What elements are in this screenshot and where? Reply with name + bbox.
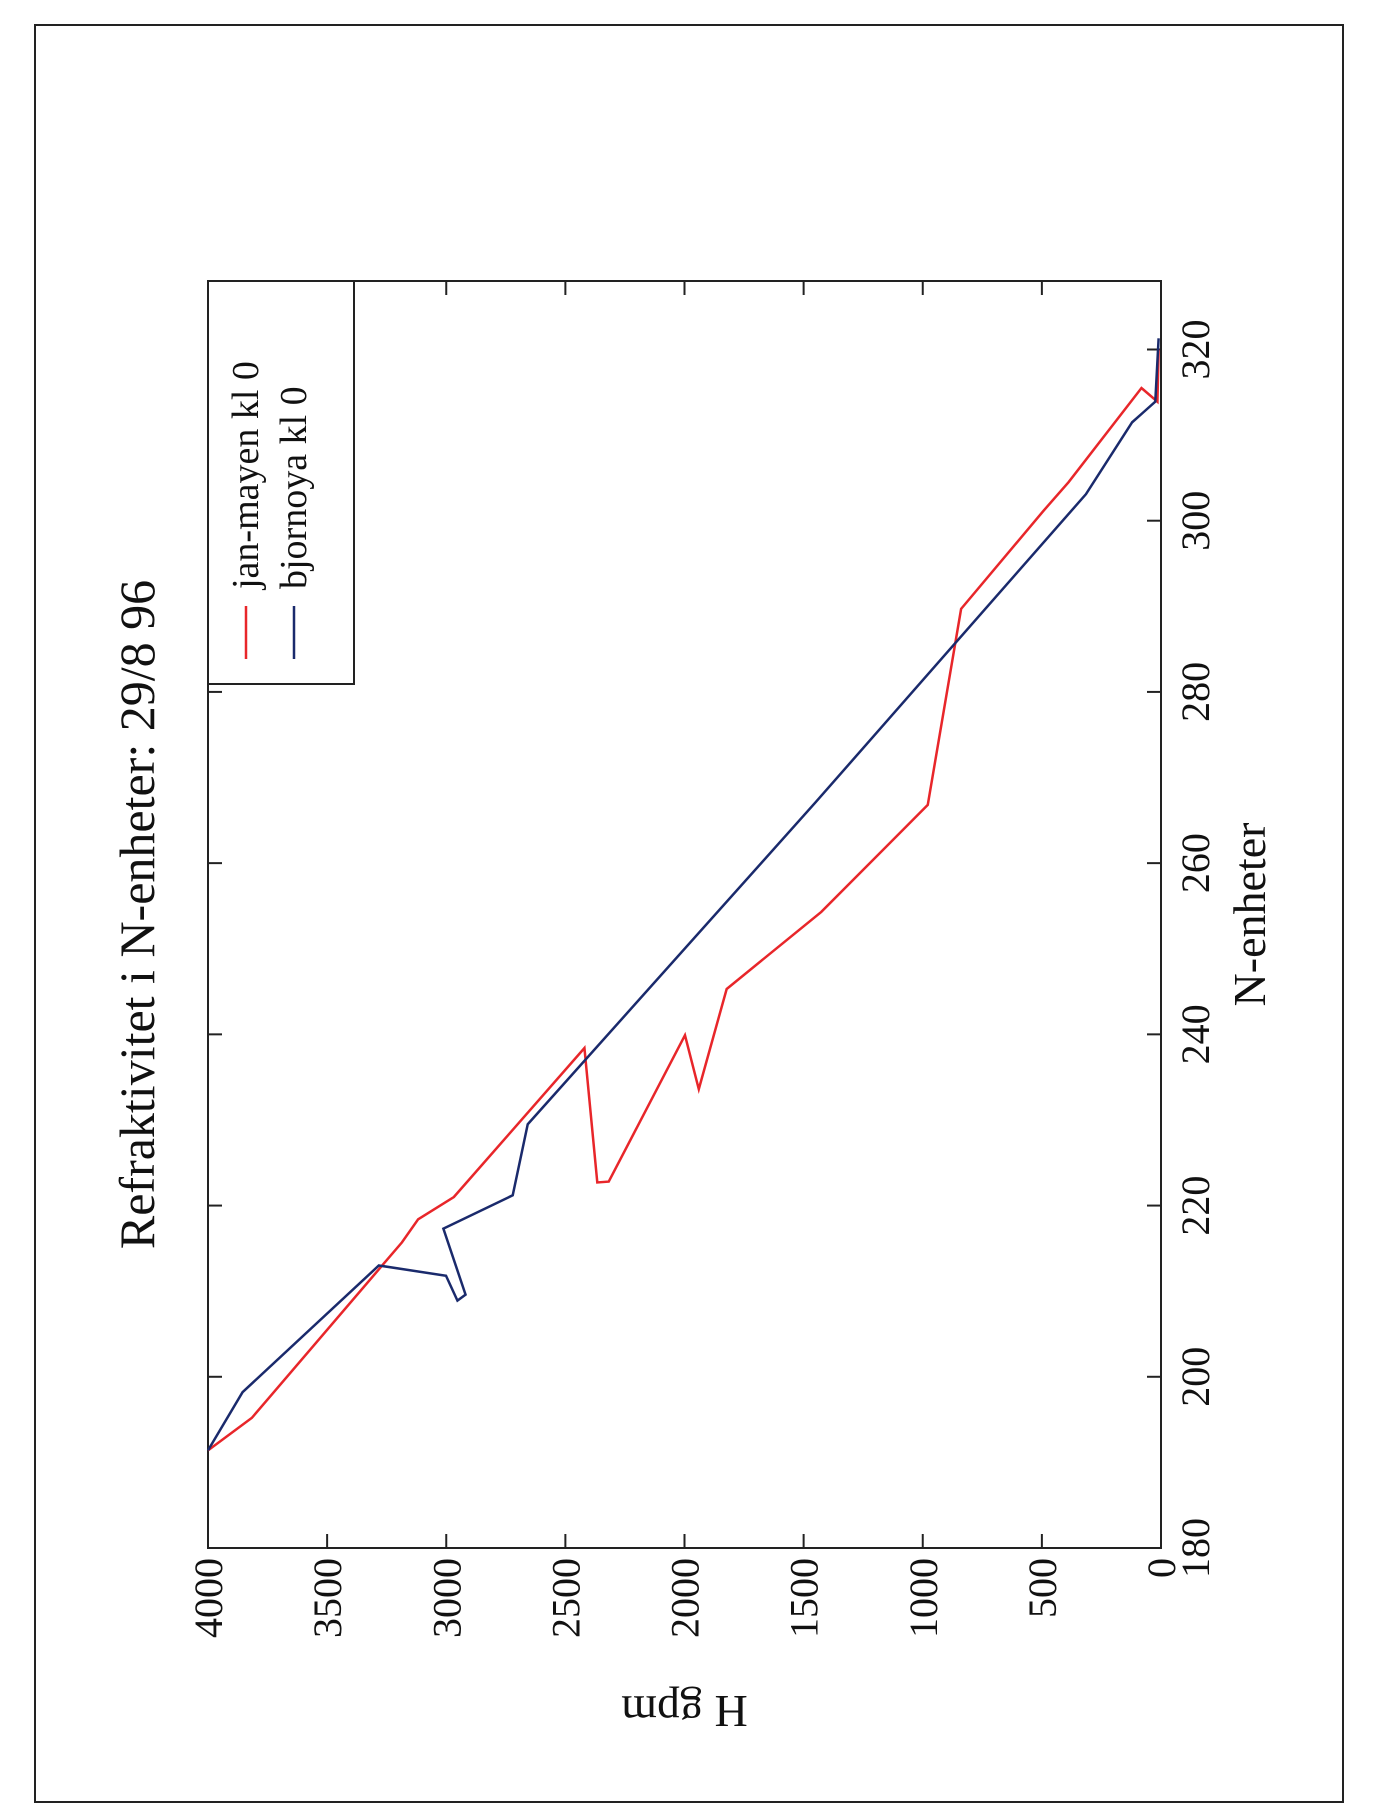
rotated-chart: 180 200 220 240 260 280 300 320 0 500 1000 1500 2000… (109, 280, 1275, 1737)
y-tick-label: 2500 (543, 1558, 588, 1638)
y-axis-label: H gpm (621, 1686, 748, 1737)
x-tick-label: 220 (1173, 1176, 1218, 1236)
x-tick-label: 200 (1173, 1347, 1218, 1407)
x-tick-label: 180 (1173, 1518, 1218, 1578)
x-tick-label: 320 (1173, 319, 1218, 379)
page-border (34, 24, 1344, 1803)
y-tick-label: 2000 (663, 1558, 708, 1638)
data-line (206, 338, 1160, 1452)
x-tick-label: 280 (1173, 662, 1218, 722)
x-tick-label: 300 (1173, 491, 1218, 551)
y-tick-label: 1500 (782, 1558, 827, 1638)
y-tick-label: 0 (1139, 1558, 1184, 1578)
x-tick-label: 240 (1173, 1004, 1218, 1064)
y-tick-label: 1000 (901, 1558, 946, 1638)
y-tick-label: 3000 (424, 1558, 469, 1638)
x-axis-label: N-enheter (1224, 823, 1275, 1007)
legend-box (207, 280, 355, 685)
chart-title: Refraktivitet i N-enheter: 29/8 96 (109, 580, 165, 1249)
y-tick-label: 3500 (305, 1558, 350, 1638)
legend-label: bjornoya kl 0 (273, 386, 315, 589)
x-tick-label: 260 (1173, 833, 1218, 893)
y-tick-label: 4000 (186, 1558, 231, 1638)
legend-label: jan-mayen kl 0 (225, 361, 267, 591)
y-tick-label: 500 (1020, 1558, 1065, 1618)
data-line (207, 349, 1160, 1452)
